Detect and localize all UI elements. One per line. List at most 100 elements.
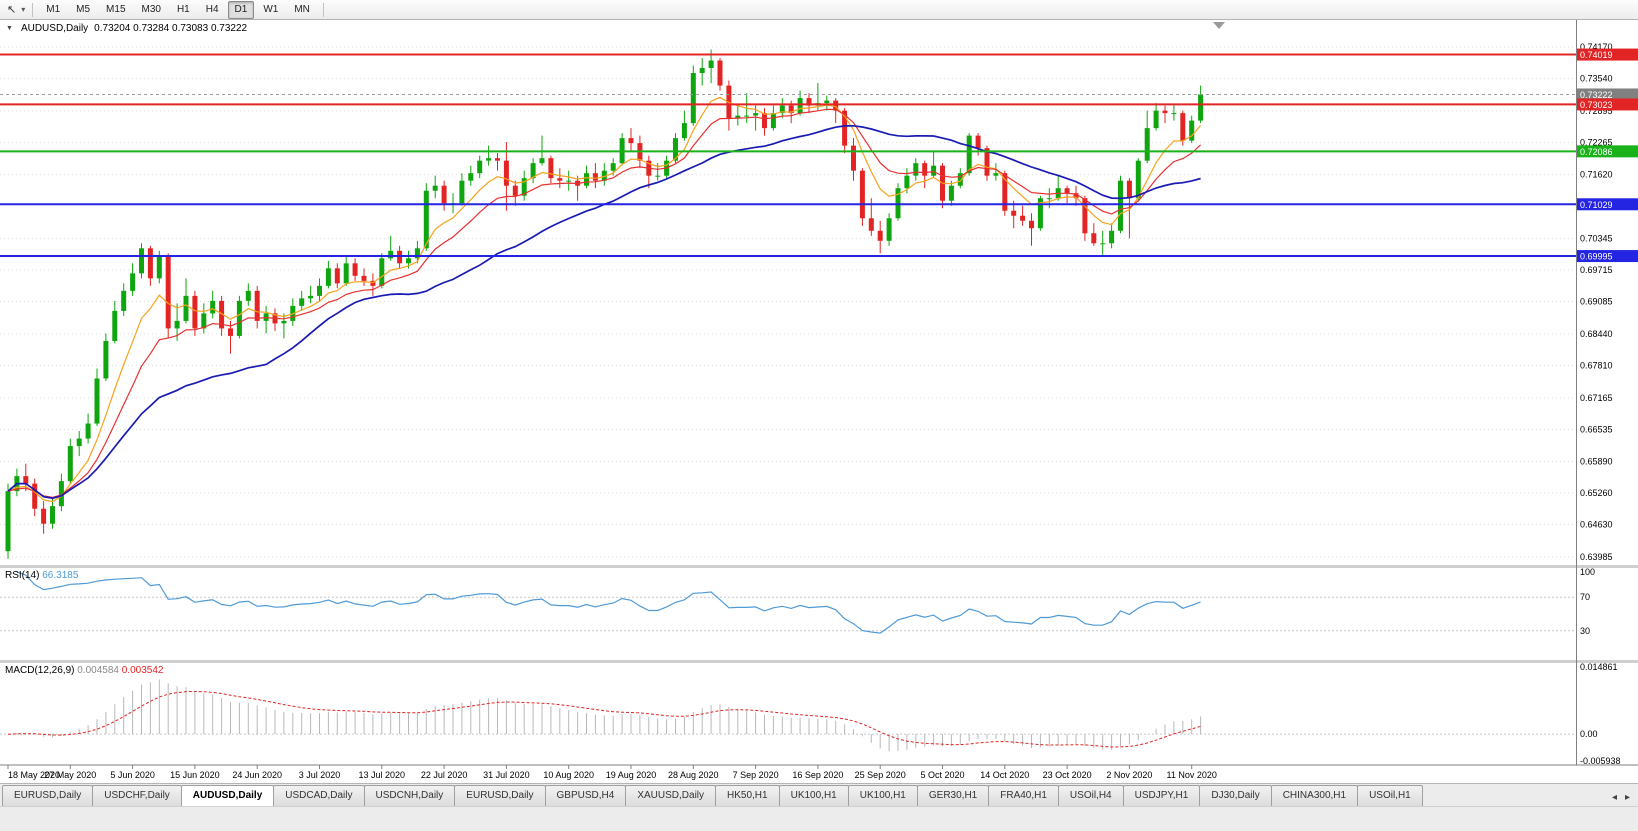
- svg-text:14 Oct 2020: 14 Oct 2020: [980, 770, 1029, 780]
- svg-text:0.71029: 0.71029: [1580, 200, 1613, 210]
- svg-text:100: 100: [1580, 567, 1595, 577]
- svg-text:5 Jun 2020: 5 Jun 2020: [110, 770, 155, 780]
- svg-text:0.68440: 0.68440: [1580, 329, 1613, 339]
- rsi-indicator-label: RSI(14) 66.3185: [5, 570, 78, 581]
- svg-text:7 Sep 2020: 7 Sep 2020: [733, 770, 779, 780]
- tab-scroll-left-icon[interactable]: ◂: [1611, 792, 1617, 803]
- svg-text:19 Aug 2020: 19 Aug 2020: [606, 770, 657, 780]
- timeframe-button-D1[interactable]: D1: [227, 0, 255, 19]
- svg-text:16 Sep 2020: 16 Sep 2020: [792, 770, 843, 780]
- svg-text:0.71620: 0.71620: [1580, 170, 1613, 180]
- timeframe-toolbar: ↖ ▾ M1 M5 M15 M30 H1 H4 D1 W1 MN: [0, 0, 1638, 20]
- svg-text:0.66535: 0.66535: [1580, 424, 1613, 434]
- svg-text:0.67810: 0.67810: [1580, 360, 1613, 370]
- chart-symbol-title: AUDUSD,Daily: [20, 23, 89, 34]
- svg-text:0.69085: 0.69085: [1580, 297, 1613, 307]
- toolbar-separator: [322, 2, 324, 17]
- chart-tab-usdcad-daily[interactable]: USDCAD,Daily: [273, 785, 365, 806]
- tab-scroll-arrows: ◂ ▸: [1606, 792, 1636, 806]
- svg-text:11 Nov 2020: 11 Nov 2020: [1167, 770, 1217, 780]
- price-axis[interactable]: [1576, 20, 1638, 765]
- svg-text:0.73023: 0.73023: [1580, 100, 1613, 110]
- chart-shift-marker-icon: [1213, 22, 1225, 29]
- timeframe-button-M15[interactable]: M15: [106, 3, 126, 15]
- chart-tab-fra40-h1[interactable]: FRA40,H1: [988, 785, 1059, 806]
- chart-tab-uk100-h1[interactable]: UK100,H1: [778, 785, 849, 806]
- chart-tab-usdjpy-h1[interactable]: USDJPY,H1: [1122, 785, 1201, 806]
- chart-tab-hk50-h1[interactable]: HK50,H1: [715, 785, 780, 806]
- svg-text:13 Jul 2020: 13 Jul 2020: [359, 770, 406, 780]
- timeframe-button-H4[interactable]: H4: [205, 3, 219, 15]
- svg-text:22 Jul 2020: 22 Jul 2020: [421, 770, 468, 780]
- macd-indicator-label: MACD(12,26,9) 0.004584 0.003542: [5, 665, 163, 676]
- svg-text:30: 30: [1580, 626, 1590, 636]
- svg-text:0.72265: 0.72265: [1580, 137, 1613, 147]
- svg-text:0.69715: 0.69715: [1580, 265, 1613, 275]
- timeframe-button-M5[interactable]: M5: [76, 3, 91, 15]
- chart-tab-china300-h1[interactable]: CHINA300,H1: [1270, 785, 1359, 806]
- svg-text:0.65260: 0.65260: [1580, 488, 1613, 498]
- svg-text:0.65890: 0.65890: [1580, 457, 1613, 467]
- cursor-icon[interactable]: ↖: [7, 3, 17, 16]
- chart-tab-bar: EURUSD,Daily USDCHF,Daily AUDUSD,Daily USDC…: [0, 783, 1638, 806]
- chart-ohlc-values: 0.73204 0.73284 0.73083 0.73222: [94, 23, 248, 34]
- price-tags: 0.73222 0.74019 0.73023 0.72086 0.71029 0.699…: [1577, 48, 1638, 263]
- chart-tab-usoil-h4[interactable]: USOil,H4: [1057, 785, 1124, 806]
- chart-tab-ger30-h1[interactable]: GER30,H1: [916, 785, 990, 806]
- svg-text:0.72895: 0.72895: [1580, 106, 1613, 116]
- svg-text:0.69995: 0.69995: [1580, 252, 1613, 262]
- chart-tab-usdchf-daily[interactable]: USDCHF,Daily: [92, 785, 182, 806]
- pane-divider-macd[interactable]: [0, 659, 1638, 664]
- timeframe-buttons: M1 M5 M15 M30 H1 H4 D1 W1 MN: [38, 0, 318, 19]
- svg-text:0.00: 0.00: [1580, 729, 1598, 739]
- axes: 0.74170 0.73540 0.72895 0.72265 0.71620 0.703…: [0, 20, 1638, 780]
- chart-ohlc-header: ▼ AUDUSD,Daily 0.73204 0.73284 0.73083 0…: [6, 23, 247, 34]
- rsi-value: 66.3185: [42, 570, 79, 581]
- svg-text:10 Aug 2020: 10 Aug 2020: [543, 770, 594, 780]
- horizontal-lines: [0, 53, 1576, 258]
- grid-lines: [0, 46, 1576, 558]
- svg-text:5 Oct 2020: 5 Oct 2020: [920, 770, 964, 780]
- chart-tab-gbpusd-h4[interactable]: GBPUSD,H4: [544, 785, 627, 806]
- chart-tab-xauusd-daily[interactable]: XAUUSD,Daily: [625, 785, 717, 806]
- svg-text:0.74019: 0.74019: [1580, 50, 1613, 60]
- svg-text:31 Jul 2020: 31 Jul 2020: [483, 770, 530, 780]
- collapse-icon[interactable]: ▼: [6, 25, 13, 32]
- candles: [5, 49, 1204, 559]
- macd-main-value: 0.004584: [77, 665, 119, 676]
- chart-tab-audusd-daily[interactable]: AUDUSD,Daily: [180, 785, 275, 806]
- svg-text:0.014861: 0.014861: [1580, 662, 1618, 672]
- svg-text:0.64630: 0.64630: [1580, 520, 1613, 530]
- svg-text:28 Aug 2020: 28 Aug 2020: [668, 770, 719, 780]
- chart-tab-usdcnh-daily[interactable]: USDCNH,Daily: [363, 785, 456, 806]
- chart-tab-usoil-h1[interactable]: USOil,H1: [1357, 785, 1423, 806]
- timeframe-button-M1[interactable]: M1: [46, 3, 61, 15]
- pane-divider-rsi[interactable]: [0, 564, 1638, 569]
- svg-text:15 Jun 2020: 15 Jun 2020: [170, 770, 220, 780]
- tab-scroll-right-icon[interactable]: ▸: [1624, 792, 1630, 803]
- svg-text:2 Nov 2020: 2 Nov 2020: [1106, 770, 1152, 780]
- macd-signal-value: 0.003542: [121, 665, 164, 676]
- status-bar: [0, 806, 1638, 831]
- svg-text:23 Oct 2020: 23 Oct 2020: [1043, 770, 1092, 780]
- timeframe-button-MN[interactable]: MN: [294, 3, 310, 15]
- chart-region: 0.74170 0.73540 0.72895 0.72265 0.71620 0.703…: [0, 20, 1638, 783]
- svg-text:24 Jun 2020: 24 Jun 2020: [232, 770, 282, 780]
- chevron-down-icon[interactable]: ▾: [21, 4, 26, 14]
- svg-text:18 May 2020: 18 May 2020: [8, 770, 60, 780]
- svg-text:0.74170: 0.74170: [1580, 42, 1613, 52]
- chart-tabs: EURUSD,Daily USDCHF,Daily AUDUSD,Daily USDC…: [2, 785, 1423, 806]
- timeframe-button-H1[interactable]: H1: [176, 3, 190, 15]
- svg-text:0.72086: 0.72086: [1580, 147, 1613, 157]
- chart-canvas[interactable]: 0.74170 0.73540 0.72895 0.72265 0.71620 0.703…: [0, 20, 1638, 783]
- rsi-name: RSI(14): [5, 570, 40, 581]
- chart-tab-eurusd-daily[interactable]: EURUSD,Daily: [454, 785, 546, 806]
- timeframe-button-W1[interactable]: W1: [263, 3, 279, 15]
- chart-tab-dj30-daily[interactable]: DJ30,Daily: [1199, 785, 1272, 806]
- chart-tab-eurusd-daily[interactable]: EURUSD,Daily: [2, 785, 94, 806]
- macd-name: MACD(12,26,9): [5, 665, 75, 676]
- chart-tab-uk100-h1[interactable]: UK100,H1: [847, 785, 918, 806]
- svg-text:0.67165: 0.67165: [1580, 393, 1613, 403]
- time-axis[interactable]: [0, 765, 1576, 783]
- timeframe-button-M30[interactable]: M30: [141, 3, 161, 15]
